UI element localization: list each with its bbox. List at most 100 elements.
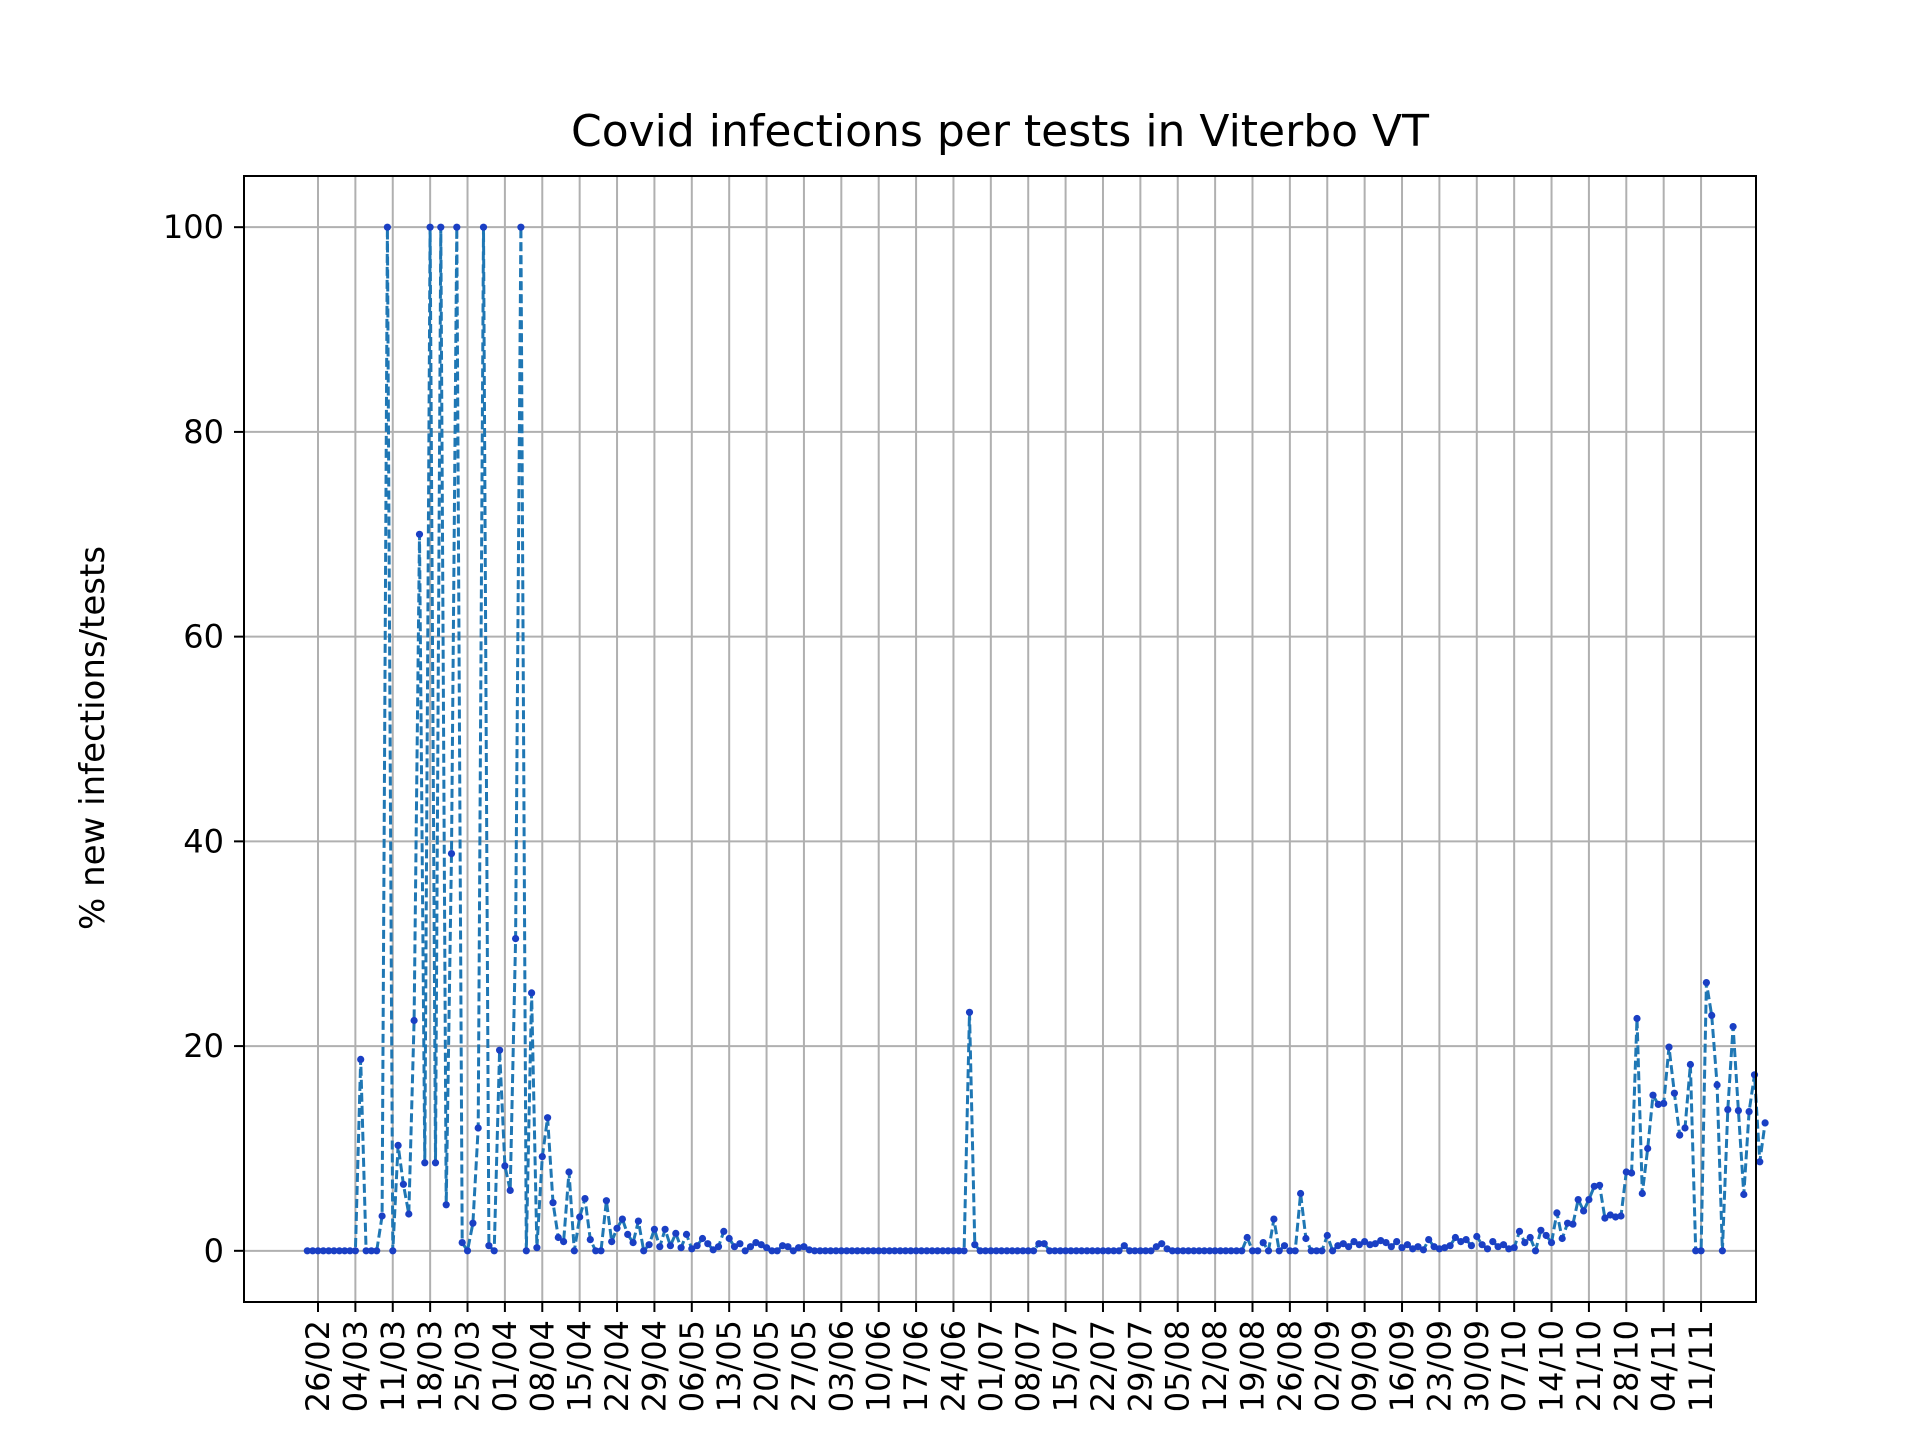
chart-title: Covid infections per tests in Viterbo VT xyxy=(571,106,1429,157)
data-point xyxy=(720,1227,728,1235)
data-point xyxy=(1152,1243,1160,1251)
data-point xyxy=(1638,1189,1646,1198)
data-point xyxy=(1232,1247,1241,1255)
data-point xyxy=(1211,1247,1219,1255)
data-point xyxy=(992,1247,1000,1255)
data-point xyxy=(325,1247,333,1255)
data-point xyxy=(784,1243,792,1251)
data-point xyxy=(1729,1023,1737,1031)
data-point xyxy=(1174,1247,1182,1255)
x-tick-label: 03/06 xyxy=(822,1320,860,1412)
data-point xyxy=(1184,1247,1192,1255)
data-point xyxy=(661,1225,669,1233)
data-point xyxy=(335,1247,343,1255)
x-tick-label: 13/05 xyxy=(710,1320,748,1412)
data-point xyxy=(1398,1244,1406,1252)
x-tick-label: 02/09 xyxy=(1308,1320,1346,1412)
data-point xyxy=(1088,1247,1096,1255)
y-tick-label: 60 xyxy=(183,618,224,656)
data-point xyxy=(971,1241,979,1249)
x-tick-label: 22/04 xyxy=(598,1320,636,1412)
data-point xyxy=(704,1240,712,1248)
data-point xyxy=(725,1234,733,1243)
data-point xyxy=(1008,1247,1016,1255)
x-tick-label: 27/05 xyxy=(785,1320,823,1412)
data-point xyxy=(880,1247,888,1255)
data-point xyxy=(1030,1247,1038,1255)
data-point xyxy=(885,1247,894,1255)
y-tick-label: 100 xyxy=(163,208,224,246)
data-point xyxy=(581,1195,589,1203)
series-line xyxy=(307,225,1767,1253)
data-point xyxy=(1264,1247,1273,1255)
data-point xyxy=(736,1240,744,1248)
y-tick-label: 0 xyxy=(204,1232,224,1270)
x-tick-label: 01/07 xyxy=(972,1320,1010,1412)
data-point xyxy=(864,1247,872,1255)
x-tick-label: 01/04 xyxy=(486,1320,524,1412)
data-point xyxy=(1206,1247,1214,1255)
data-point xyxy=(1419,1246,1427,1254)
data-point xyxy=(1003,1247,1011,1255)
x-tick-label: 17/06 xyxy=(897,1320,935,1412)
data-point xyxy=(613,1224,621,1232)
x-tick-label: 12/08 xyxy=(1196,1320,1234,1412)
data-point xyxy=(303,1247,311,1255)
x-tick-label: 08/07 xyxy=(1009,1320,1047,1412)
data-point xyxy=(1078,1247,1086,1255)
data-point xyxy=(1414,1243,1422,1251)
data-point xyxy=(490,1247,498,1255)
data-point xyxy=(1158,1240,1166,1248)
data-point xyxy=(629,1239,637,1247)
data-point xyxy=(1596,1181,1604,1189)
data-point xyxy=(1126,1247,1134,1255)
data-point xyxy=(1713,1081,1721,1089)
data-point xyxy=(757,1241,765,1249)
data-point xyxy=(1361,1238,1369,1246)
data-point xyxy=(597,1247,605,1255)
data-point xyxy=(1243,1233,1251,1242)
x-axis: 26/02 04/03 11/03 18/03 25/03 01/04 08/04 15/04… xyxy=(299,1302,1720,1412)
data-point xyxy=(447,850,456,858)
data-point xyxy=(1168,1247,1176,1255)
data-point xyxy=(1382,1239,1390,1247)
data-point xyxy=(709,1246,717,1254)
data-point xyxy=(1270,1215,1278,1223)
data-point xyxy=(763,1244,771,1252)
data-point xyxy=(827,1247,835,1255)
data-point xyxy=(1067,1247,1075,1255)
data-point xyxy=(1323,1231,1331,1240)
data-point xyxy=(1441,1244,1449,1252)
x-tick-label: 08/04 xyxy=(523,1320,561,1412)
data-point xyxy=(1446,1242,1454,1250)
x-tick-label: 06/05 xyxy=(673,1320,711,1412)
x-tick-label: 23/09 xyxy=(1420,1320,1458,1412)
x-tick-label: 10/06 xyxy=(860,1320,898,1412)
data-point xyxy=(1612,1213,1620,1221)
data-point xyxy=(1761,1119,1769,1127)
data-point xyxy=(426,223,434,231)
data-point xyxy=(469,1219,477,1227)
data-point xyxy=(560,1238,568,1246)
data-point xyxy=(1515,1227,1524,1235)
x-tick-label: 24/06 xyxy=(934,1320,972,1412)
data-point xyxy=(618,1215,627,1223)
x-tick-label: 09/09 xyxy=(1346,1320,1384,1412)
x-tick-label: 07/10 xyxy=(1495,1320,1533,1412)
data-point xyxy=(821,1247,829,1255)
data-point xyxy=(789,1247,797,1255)
x-tick-label: 26/02 xyxy=(299,1320,337,1412)
data-point xyxy=(1329,1247,1337,1255)
data-point xyxy=(1110,1247,1118,1255)
data-point xyxy=(1275,1247,1283,1255)
x-tick-label: 29/04 xyxy=(635,1320,673,1412)
data-point xyxy=(1686,1060,1694,1069)
x-tick-label: 21/10 xyxy=(1570,1320,1608,1412)
data-point xyxy=(832,1247,840,1255)
x-tick-label: 25/03 xyxy=(449,1320,487,1412)
data-point xyxy=(1617,1212,1625,1220)
x-tick-label: 19/08 xyxy=(1234,1320,1272,1412)
data-point xyxy=(533,1244,541,1252)
data-point xyxy=(811,1247,819,1255)
data-point xyxy=(1371,1240,1379,1248)
